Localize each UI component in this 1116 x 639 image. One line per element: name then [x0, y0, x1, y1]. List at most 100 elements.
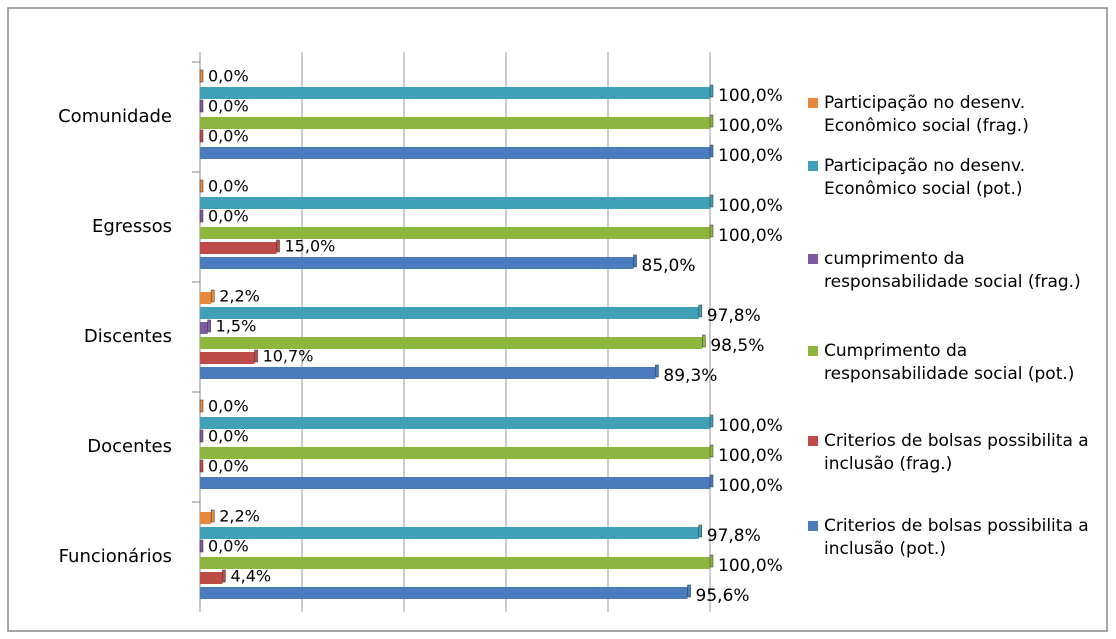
value-label: 0,0%: [208, 397, 249, 416]
value-label: 97,8%: [707, 526, 761, 546]
bar-cap: [709, 444, 714, 458]
y-tick-label: Funcionários: [59, 546, 172, 567]
bar-cap: [709, 554, 714, 568]
bar: [200, 572, 223, 584]
value-label: 95,6%: [696, 586, 750, 606]
bar-cap: [655, 364, 659, 378]
bar-cap: [210, 509, 215, 523]
bar-cap: [199, 399, 204, 413]
bar-cap: [709, 414, 714, 428]
bar: [200, 417, 710, 429]
y-tick-label: Egressos: [92, 216, 172, 237]
bar: [200, 257, 634, 269]
y-tick-label: Discentes: [84, 326, 172, 347]
y-tick-label: Docentes: [87, 436, 172, 457]
value-label: 85,0%: [642, 256, 696, 276]
legend-swatch: [808, 98, 818, 108]
bar-cap: [709, 84, 714, 98]
bar: [200, 117, 710, 129]
legend-entry: Criterios de bolsas possibilita a inclus…: [808, 515, 1108, 561]
bar-cap: [254, 349, 258, 363]
legend-swatch: [808, 254, 818, 264]
bar-cap: [199, 69, 204, 83]
bar: [200, 307, 699, 319]
value-label: 100,0%: [718, 476, 783, 496]
bar-cap: [709, 474, 714, 488]
bar-cap: [199, 209, 204, 223]
bar-cap: [633, 254, 637, 268]
value-label: 100,0%: [718, 196, 783, 216]
value-label: 0,0%: [208, 457, 249, 476]
bar: [200, 512, 212, 524]
bar: [200, 337, 703, 349]
value-label: 100,0%: [718, 116, 783, 136]
value-label: 2,2%: [219, 287, 260, 306]
bar-cap: [199, 99, 204, 113]
value-label: 100,0%: [718, 446, 783, 466]
bar-cap: [199, 179, 204, 193]
bar: [200, 447, 710, 459]
value-label: 0,0%: [208, 537, 249, 556]
bar: [200, 242, 277, 254]
bar: [200, 322, 208, 334]
value-label: 0,0%: [208, 427, 249, 446]
value-label: 100,0%: [718, 86, 783, 106]
bar: [200, 147, 710, 159]
value-label: 97,8%: [707, 306, 761, 326]
legend-entry: Cumprimento da responsabilidade social (…: [808, 340, 1108, 386]
value-label: 10,7%: [263, 347, 314, 366]
frame: [7, 7, 1108, 632]
bar: [200, 557, 710, 569]
bar-cap: [702, 334, 706, 348]
bar-cap: [210, 289, 215, 303]
bar-cap: [199, 459, 204, 473]
bar-cap: [199, 539, 204, 553]
legend-swatch: [808, 436, 818, 446]
value-label: 100,0%: [718, 416, 783, 436]
legend-swatch: [808, 346, 818, 356]
bar-cap: [709, 114, 714, 128]
bar: [200, 477, 710, 489]
legend-label: Participação no desenv. Econômico social…: [824, 93, 1029, 136]
value-label: 0,0%: [208, 127, 249, 146]
bar-cap: [199, 129, 204, 143]
legend-entry: Participação no desenv. Econômico social…: [808, 155, 1108, 201]
bar-cap: [222, 569, 226, 583]
legend-swatch: [808, 521, 818, 531]
value-label: 100,0%: [718, 146, 783, 166]
bar: [200, 227, 710, 239]
value-label: 15,0%: [285, 237, 336, 256]
y-tick-label: Comunidade: [58, 106, 172, 127]
bar-cap: [698, 524, 703, 538]
value-label: 0,0%: [208, 207, 249, 226]
bar-cap: [687, 584, 691, 598]
value-label: 98,5%: [710, 336, 764, 356]
value-label: 2,2%: [219, 507, 260, 526]
bar-cap: [709, 144, 714, 158]
bar-cap: [698, 304, 703, 318]
bar-cap: [199, 429, 204, 443]
legend-entry: Criterios de bolsas possibilita a inclus…: [808, 430, 1108, 476]
legend-swatch: [808, 161, 818, 171]
legend-label: Cumprimento da responsabilidade social (…: [824, 341, 1075, 384]
value-label: 1,5%: [216, 317, 257, 336]
legend-label: cumprimento da responsabilidade social (…: [824, 249, 1081, 292]
legend-label: Criterios de bolsas possibilita a inclus…: [824, 431, 1089, 474]
bar: [200, 197, 710, 209]
value-label: 0,0%: [208, 97, 249, 116]
bar-cap: [207, 319, 211, 333]
bar-cap: [709, 224, 714, 238]
legend-label: Criterios de bolsas possibilita a inclus…: [824, 516, 1089, 559]
bar: [200, 87, 710, 99]
value-label: 100,0%: [718, 556, 783, 576]
value-label: 0,0%: [208, 177, 249, 196]
bar-cap: [709, 194, 714, 208]
value-label: 89,3%: [663, 366, 717, 386]
value-label: 0,0%: [208, 67, 249, 86]
bar: [200, 587, 688, 599]
bar: [200, 367, 656, 379]
legend-entry: cumprimento da responsabilidade social (…: [808, 248, 1108, 294]
legend-label: Participação no desenv. Econômico social…: [824, 156, 1026, 199]
